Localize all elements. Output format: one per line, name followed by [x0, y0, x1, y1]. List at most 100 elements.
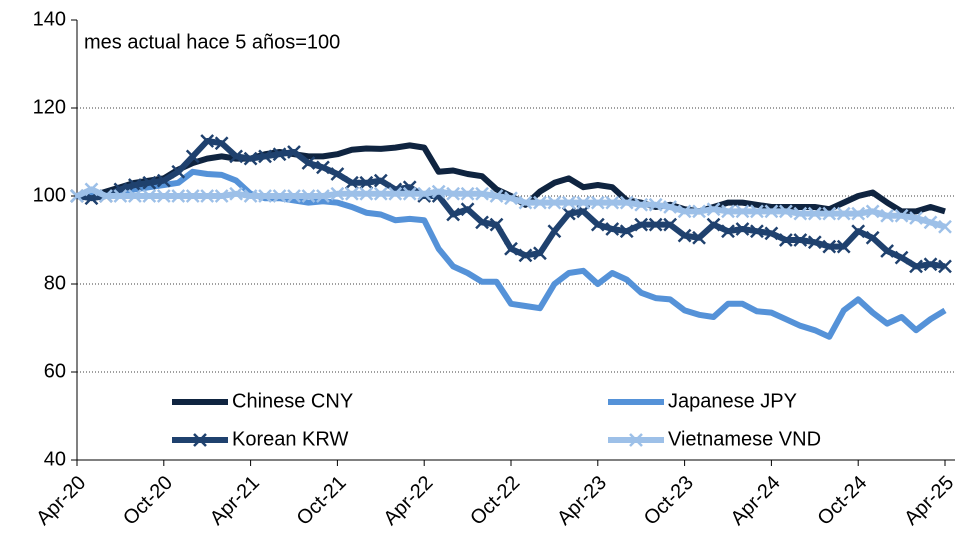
marker: [475, 215, 489, 230]
marker: [489, 189, 504, 203]
x-tick-label: Oct-21: [293, 472, 351, 530]
legend-label: Korean KRW: [232, 428, 348, 450]
marker: [330, 167, 345, 181]
marker: [200, 189, 215, 203]
marker: [200, 134, 215, 148]
marker: [504, 191, 518, 206]
marker: [127, 189, 142, 203]
marker: [865, 230, 880, 245]
marker: [778, 233, 793, 247]
marker: [721, 204, 735, 219]
marker: [880, 244, 895, 258]
marker: [359, 175, 374, 190]
marker: [185, 189, 200, 203]
x-tick-label: Apr-25: [900, 472, 958, 530]
marker: [648, 217, 663, 232]
marker: [692, 204, 706, 219]
marker: [301, 189, 316, 203]
marker: [692, 230, 706, 245]
marker: [590, 195, 605, 210]
x-tick-label: Oct-20: [119, 472, 177, 530]
legend-label: Chinese CNY: [232, 390, 353, 412]
marker: [344, 186, 359, 201]
marker: [807, 235, 822, 250]
marker: [431, 184, 446, 199]
marker: [460, 186, 475, 201]
marker: [460, 202, 475, 217]
marker: [287, 189, 301, 203]
marker: [880, 208, 895, 223]
marker: [142, 189, 157, 203]
marker: [344, 175, 359, 190]
marker: [677, 204, 692, 219]
marker: [706, 217, 721, 232]
marker: [547, 224, 562, 239]
marker: [417, 186, 432, 201]
marker: [750, 224, 764, 239]
marker: [533, 246, 547, 261]
marker: [735, 222, 750, 236]
line: [77, 142, 946, 215]
x-tick-label: Oct-24: [813, 472, 871, 530]
y-tick-label: 40: [44, 448, 66, 470]
series: [76, 168, 947, 340]
marker: [619, 224, 634, 239]
marker: [764, 204, 779, 219]
marker: [561, 195, 576, 210]
marker: [706, 202, 721, 217]
annotation: mes actual hace 5 años=100: [84, 31, 340, 53]
marker: [388, 186, 403, 201]
marker: [938, 219, 952, 234]
marker: [634, 217, 649, 232]
marker: [504, 241, 518, 256]
marker: [561, 206, 576, 221]
y-tick-label: 80: [44, 272, 66, 294]
x-tick-label: Oct-23: [640, 472, 698, 530]
marker: [909, 259, 923, 274]
marker: [822, 239, 837, 254]
x-tick-label: Apr-22: [379, 472, 437, 530]
marker: [171, 189, 186, 203]
marker: [894, 250, 909, 265]
marker: [605, 195, 620, 210]
y-tick-label: 140: [33, 8, 66, 30]
marker: [489, 217, 504, 232]
marker: [663, 217, 678, 232]
series: [70, 134, 952, 274]
marker: [807, 206, 822, 221]
marker: [590, 217, 605, 232]
x-tick-label: Apr-23: [553, 472, 611, 530]
line: [76, 168, 947, 340]
marker: [272, 147, 287, 162]
marker: [721, 224, 735, 239]
marker: [822, 206, 837, 221]
marker: [127, 178, 142, 192]
marker: [909, 211, 923, 225]
marker: [193, 433, 207, 447]
x-tick-label: Apr-21: [206, 472, 264, 530]
marker: [851, 224, 866, 239]
marker: [171, 164, 186, 179]
marker: [446, 186, 461, 201]
marker: [316, 160, 330, 175]
marker: [865, 204, 880, 219]
marker: [836, 239, 851, 254]
legend-label: Japanese JPY: [668, 390, 797, 412]
x-tick-label: Oct-22: [466, 472, 524, 530]
legend-label: Vietnamese VND: [668, 428, 821, 450]
marker: [301, 156, 316, 170]
marker: [923, 215, 938, 230]
marker: [648, 197, 663, 212]
marker: [229, 186, 244, 201]
marker: [475, 186, 489, 201]
marker: [142, 175, 157, 190]
marker: [330, 186, 345, 201]
marker: [518, 195, 533, 210]
marker: [894, 208, 909, 223]
marker: [156, 189, 171, 203]
marker: [373, 186, 388, 201]
marker: [750, 204, 764, 219]
marker: [214, 136, 229, 151]
marker: [938, 259, 952, 274]
marker: [214, 189, 229, 203]
